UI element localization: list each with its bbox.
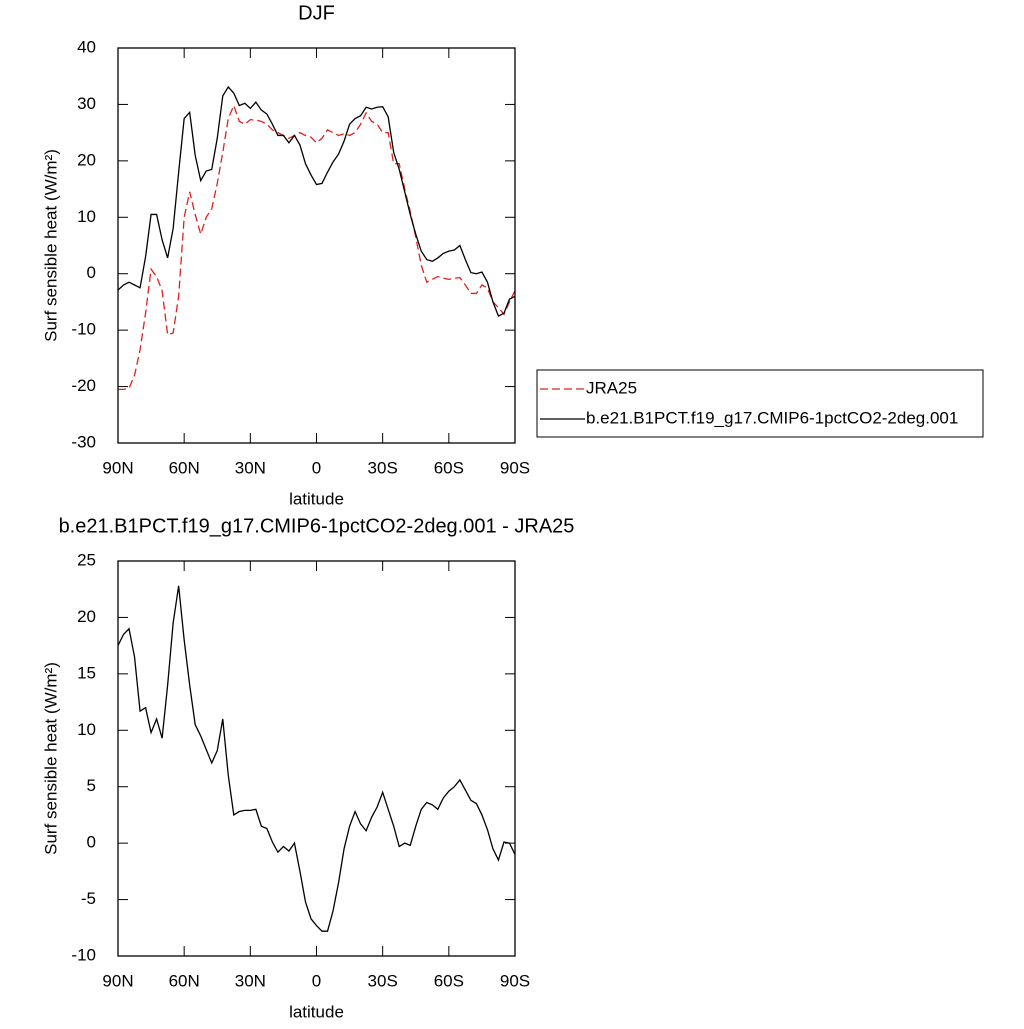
legend-box bbox=[536, 369, 984, 438]
series-line bbox=[117, 585, 516, 932]
y-axis-label: Surf sensible heat (W/m²) bbox=[41, 662, 60, 855]
y-tick-label: 0 bbox=[87, 833, 96, 852]
legend-label: b.e21.B1PCT.f19_g17.CMIP6-1pctCO2-2deg.0… bbox=[586, 408, 958, 427]
y-tick-label: 25 bbox=[77, 550, 96, 569]
plot-frame bbox=[117, 560, 516, 957]
x-tick-label: 0 bbox=[312, 971, 321, 990]
legend-label: JRA25 bbox=[586, 378, 637, 397]
x-tick-label: 90N bbox=[102, 458, 133, 477]
y-tick-label: 15 bbox=[77, 663, 96, 682]
x-axis-label: latitude bbox=[289, 1002, 344, 1021]
y-tick-label: 0 bbox=[87, 263, 96, 282]
y-tick-label: -10 bbox=[71, 945, 96, 964]
x-tick-label: 90N bbox=[102, 971, 133, 990]
x-axis-label: latitude bbox=[289, 489, 344, 508]
x-tick-label: 30N bbox=[235, 971, 266, 990]
plot-frame bbox=[117, 47, 516, 444]
y-tick-label: 30 bbox=[77, 94, 96, 113]
y-tick-label: 20 bbox=[77, 607, 96, 626]
x-tick-label: 0 bbox=[312, 458, 321, 477]
y-axis-label: Surf sensible heat (W/m²) bbox=[41, 149, 60, 342]
y-tick-label: -5 bbox=[81, 889, 96, 908]
x-tick-label: 90S bbox=[500, 458, 530, 477]
series-line bbox=[118, 103, 516, 391]
x-tick-label: 30S bbox=[368, 458, 398, 477]
x-tick-label: 60S bbox=[434, 458, 464, 477]
x-tick-label: 60S bbox=[434, 971, 464, 990]
x-tick-label: 90S bbox=[500, 971, 530, 990]
series-line bbox=[117, 85, 516, 317]
x-tick-label: 60N bbox=[169, 971, 200, 990]
chart-title: b.e21.B1PCT.f19_g17.CMIP6-1pctCO2-2deg.0… bbox=[59, 515, 575, 537]
y-tick-label: -10 bbox=[71, 320, 96, 339]
x-tick-label: 30S bbox=[368, 971, 398, 990]
y-tick-label: -20 bbox=[71, 376, 96, 395]
chart-title: DJF bbox=[298, 2, 335, 24]
y-tick-label: 20 bbox=[77, 150, 96, 169]
y-tick-label: 5 bbox=[87, 776, 96, 795]
x-tick-label: 60N bbox=[169, 458, 200, 477]
y-tick-label: 10 bbox=[77, 207, 96, 226]
y-tick-label: 40 bbox=[77, 37, 96, 56]
y-tick-label: 10 bbox=[77, 720, 96, 739]
x-tick-label: 30N bbox=[235, 458, 266, 477]
y-tick-label: -30 bbox=[71, 432, 96, 451]
